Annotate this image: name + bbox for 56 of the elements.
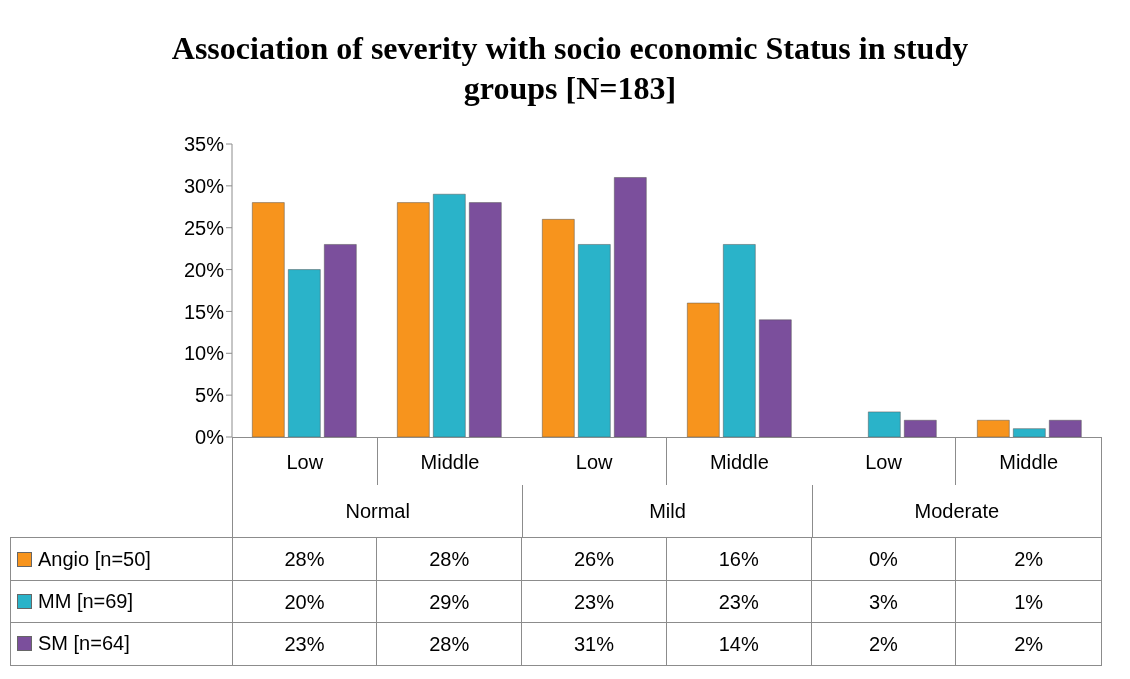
data-label: 1% bbox=[1013, 589, 1045, 615]
data-label: 23% bbox=[232, 623, 378, 665]
bar bbox=[1013, 428, 1046, 437]
data-label: 23% bbox=[522, 580, 667, 623]
y-tick-label: 35% bbox=[183, 133, 225, 156]
text: Mild bbox=[522, 485, 812, 537]
data-label: 28% bbox=[377, 538, 523, 581]
bar bbox=[469, 202, 502, 437]
bar bbox=[977, 420, 1010, 437]
x-tick-label: Middle bbox=[708, 450, 770, 475]
data-label: 2% bbox=[1013, 547, 1045, 572]
y-tick-label: 10% bbox=[183, 342, 225, 365]
x-tick-label: Low bbox=[811, 438, 957, 485]
data-label: 23% bbox=[666, 580, 812, 623]
data-label: 3% bbox=[811, 580, 957, 623]
y-tick-label: 0% bbox=[195, 426, 225, 449]
bar bbox=[687, 302, 720, 437]
bar bbox=[723, 244, 756, 437]
bar bbox=[397, 202, 430, 437]
bar bbox=[252, 202, 285, 437]
bar bbox=[759, 319, 792, 437]
bar bbox=[288, 269, 321, 437]
bar bbox=[433, 193, 466, 437]
legend-label: Angio [n=50] bbox=[38, 547, 151, 571]
data-label: 14% bbox=[666, 623, 812, 665]
bar bbox=[324, 244, 357, 437]
bar bbox=[578, 244, 611, 437]
data-label: 20% bbox=[232, 580, 378, 623]
text: Moderate bbox=[811, 485, 1101, 537]
data-label: 28% bbox=[377, 623, 523, 665]
legend-label: MM [n=69] bbox=[38, 590, 134, 614]
bar bbox=[542, 219, 575, 437]
y-tick-label: 20% bbox=[183, 258, 225, 281]
y-tick-label: 25% bbox=[183, 216, 225, 239]
bar bbox=[614, 177, 647, 437]
y-tick-label: 5% bbox=[195, 384, 225, 407]
data-label: 2% bbox=[811, 623, 957, 665]
data-label: 2% bbox=[1013, 632, 1045, 657]
x-tick-label: Middle bbox=[419, 450, 481, 475]
bar bbox=[868, 411, 901, 437]
x-tick-label: Low bbox=[233, 438, 378, 485]
data-label: 31% bbox=[522, 623, 667, 665]
x-tick-label: Middle bbox=[998, 450, 1060, 475]
data-label: 0% bbox=[811, 538, 957, 581]
bar bbox=[904, 420, 937, 437]
legend-label: SM [n=64] bbox=[38, 632, 130, 656]
data-label: 28% bbox=[232, 538, 378, 581]
y-tick-label: 30% bbox=[183, 174, 225, 197]
text: Normal bbox=[344, 499, 411, 524]
bar bbox=[1049, 420, 1082, 437]
y-tick-label: 15% bbox=[183, 300, 225, 323]
data-label: 29% bbox=[377, 580, 523, 623]
x-tick-label: Low bbox=[522, 438, 668, 485]
chart-title: Association of severity with socio economic Status in study groups [N=183] bbox=[170, 29, 970, 108]
data-label: 26% bbox=[522, 538, 667, 581]
data-label: 16% bbox=[666, 538, 812, 581]
